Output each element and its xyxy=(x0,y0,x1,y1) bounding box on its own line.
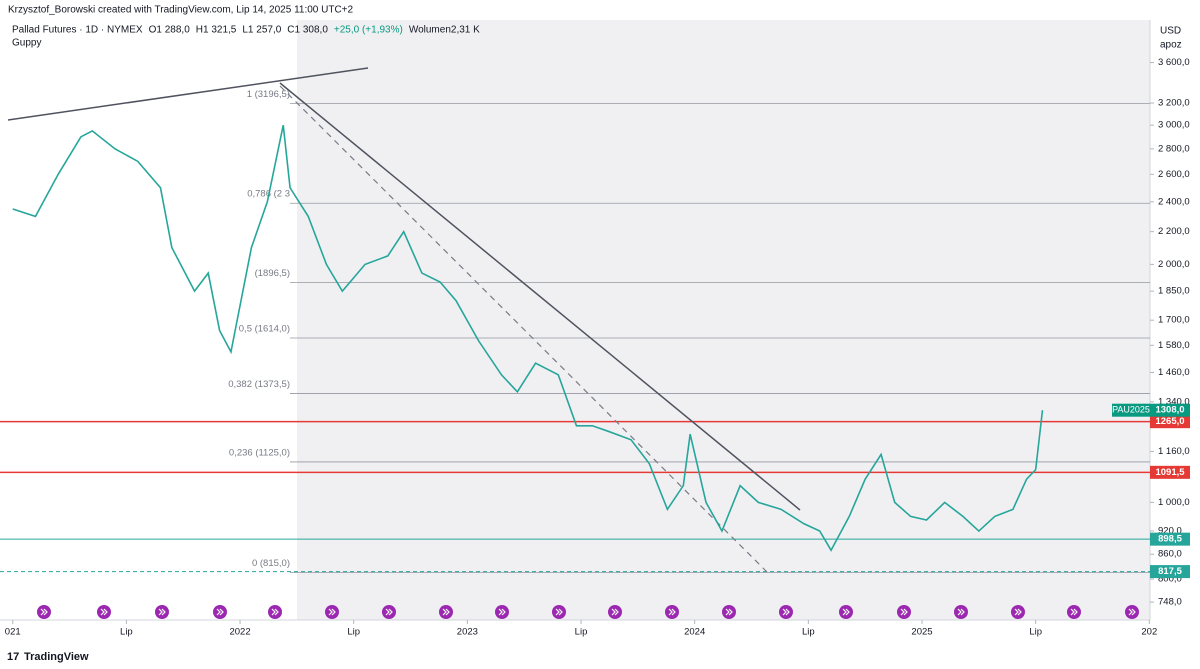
series-name-box xyxy=(1112,403,1150,417)
x-tick-label: 202 xyxy=(1141,627,1157,638)
y-tick-label: 1 460,0 xyxy=(1158,367,1190,378)
legend-close: C1 308,0 xyxy=(287,25,328,36)
event-icon-arrow xyxy=(442,608,450,616)
event-icon-arrow xyxy=(1128,608,1136,616)
fib-label: 0,236 (1125,0) xyxy=(229,447,290,458)
y-tick-label: 1 160,0 xyxy=(1158,446,1190,457)
brand: TradingView xyxy=(24,651,89,663)
x-tick-label: 021 xyxy=(5,627,21,638)
event-icon-arrow xyxy=(100,608,108,616)
y-tick-label: 1 850,0 xyxy=(1158,286,1190,297)
x-tick-label: Lip xyxy=(347,627,360,638)
y-tick-label: 2 600,0 xyxy=(1158,169,1190,180)
price-label: 1091,5 xyxy=(1155,467,1185,478)
event-icon-arrow xyxy=(385,608,393,616)
fib-label: 1 (3196,5) xyxy=(247,89,290,100)
fib-label: 0,382 (1373,5) xyxy=(228,379,290,390)
event-icon-arrow xyxy=(158,608,166,616)
trend-line xyxy=(279,82,801,511)
x-tick-label: Lip xyxy=(575,627,588,638)
x-tick-label: Lip xyxy=(802,627,815,638)
fib-label: 0,5 (1614,0) xyxy=(239,324,290,335)
event-icon-arrow xyxy=(498,608,506,616)
fib-label: (1896,5) xyxy=(255,268,290,279)
y-tick-label: 800,0 xyxy=(1158,574,1182,585)
y-tick-label: 860,0 xyxy=(1158,549,1182,560)
y-tick-label: 2 400,0 xyxy=(1158,196,1190,207)
legend-open: O1 288,0 xyxy=(149,25,191,36)
y-tick-label: 3 600,0 xyxy=(1158,57,1190,68)
y-tick-label: 3 000,0 xyxy=(1158,120,1190,131)
credit: Krzysztof_Borowski created with TradingV… xyxy=(8,5,354,16)
x-tick-label: Lip xyxy=(1029,627,1042,638)
y-tick-label: 1 580,0 xyxy=(1158,340,1190,351)
last-price-label: 1308,0 xyxy=(1155,405,1184,416)
price-label: 1265,0 xyxy=(1155,416,1184,427)
x-tick-label: Lip xyxy=(120,627,133,638)
legend-volume: Wolumen2,31 K xyxy=(409,25,480,36)
last-price-box xyxy=(1150,403,1190,417)
price-series xyxy=(12,124,1044,552)
event-icon-arrow xyxy=(328,608,336,616)
price-label-box xyxy=(1150,565,1190,579)
price-label-box xyxy=(1150,415,1190,429)
price-label: 898,5 xyxy=(1158,534,1182,545)
series-name: PAU2025 xyxy=(1112,405,1150,415)
trend-line-dashed xyxy=(279,85,769,574)
event-icon-arrow xyxy=(900,608,908,616)
event-icon-arrow xyxy=(1014,608,1022,616)
event-icon-arrow xyxy=(216,608,224,616)
event-icon-arrow xyxy=(725,608,733,616)
y-tick-label: 2 800,0 xyxy=(1158,143,1190,154)
y-tick-label: 2 200,0 xyxy=(1158,226,1190,237)
legend-symbol: Pallad Futures · 1D · NYMEX xyxy=(12,25,143,36)
legend-high: H1 321,5 xyxy=(196,25,237,36)
legend-low: L1 257,0 xyxy=(242,25,281,36)
fib-label: 0 (815,0) xyxy=(252,558,290,569)
indicator: Guppy xyxy=(12,38,41,49)
trend-line xyxy=(7,67,369,121)
y-tick-label: 1 000,0 xyxy=(1158,497,1190,508)
shaded-range xyxy=(297,20,1150,620)
x-tick-label: 2022 xyxy=(229,627,250,638)
x-tick-label: 2025 xyxy=(911,627,932,638)
currency: USD xyxy=(1160,26,1181,37)
brand-logo: 17 xyxy=(7,651,19,663)
y-tick-label: 2 000,0 xyxy=(1158,259,1190,270)
event-icon-arrow xyxy=(271,608,279,616)
price-label-box xyxy=(1150,532,1190,546)
y-tick-label: 3 200,0 xyxy=(1158,98,1190,109)
event-icon-arrow xyxy=(957,608,965,616)
legend-change: +25,0 (+1,93%) xyxy=(334,25,403,36)
x-tick-label: 2023 xyxy=(457,627,478,638)
event-icon-arrow xyxy=(668,608,676,616)
y-tick-label: 1 340,0 xyxy=(1158,396,1190,407)
event-icon-arrow xyxy=(842,608,850,616)
price-label: 817,5 xyxy=(1158,566,1182,577)
event-icon-arrow xyxy=(1070,608,1078,616)
y-tick-label: 748,0 xyxy=(1158,597,1182,608)
x-tick-label: 2024 xyxy=(684,627,705,638)
event-icon-arrow xyxy=(611,608,619,616)
event-icon-arrow xyxy=(782,608,790,616)
y-tick-label: 920,0 xyxy=(1158,526,1182,537)
event-icon-arrow xyxy=(40,608,48,616)
event-icon-arrow xyxy=(555,608,563,616)
unit: apoz xyxy=(1160,40,1182,51)
y-tick-label: 1 700,0 xyxy=(1158,315,1190,326)
price-label-box xyxy=(1150,465,1190,479)
